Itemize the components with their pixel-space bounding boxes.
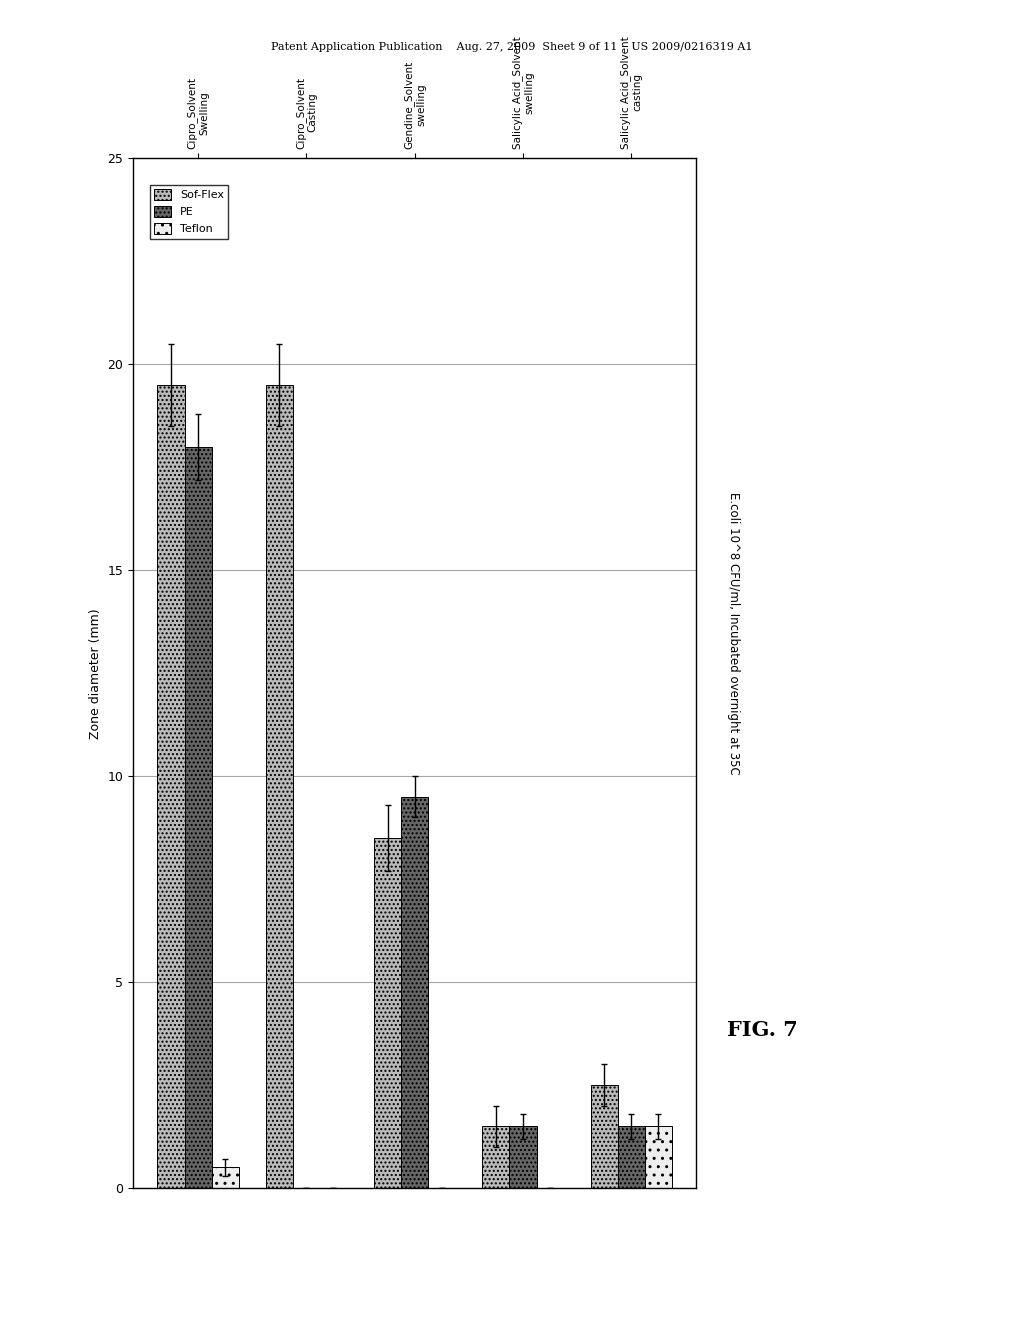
Bar	[645, 1126, 672, 1188]
Bar	[401, 797, 428, 1188]
Text: FIG. 7: FIG. 7	[727, 1019, 798, 1040]
Bar	[374, 838, 401, 1188]
Bar	[591, 1085, 617, 1188]
Bar	[158, 385, 184, 1188]
Text: E.coli 10^8 CFU/ml, Incubated overnight at 35C: E.coli 10^8 CFU/ml, Incubated overnight …	[727, 492, 740, 775]
Legend: Sof-Flex, PE, Teflon: Sof-Flex, PE, Teflon	[150, 185, 228, 239]
Text: Patent Application Publication    Aug. 27, 2009  Sheet 9 of 11    US 2009/021631: Patent Application Publication Aug. 27, …	[271, 42, 753, 53]
Bar	[266, 385, 293, 1188]
Bar	[510, 1126, 537, 1188]
Bar	[482, 1126, 510, 1188]
Bar	[212, 1167, 239, 1188]
Bar	[617, 1126, 645, 1188]
Y-axis label: Zone diameter (mm): Zone diameter (mm)	[89, 609, 102, 738]
Bar	[184, 446, 212, 1188]
